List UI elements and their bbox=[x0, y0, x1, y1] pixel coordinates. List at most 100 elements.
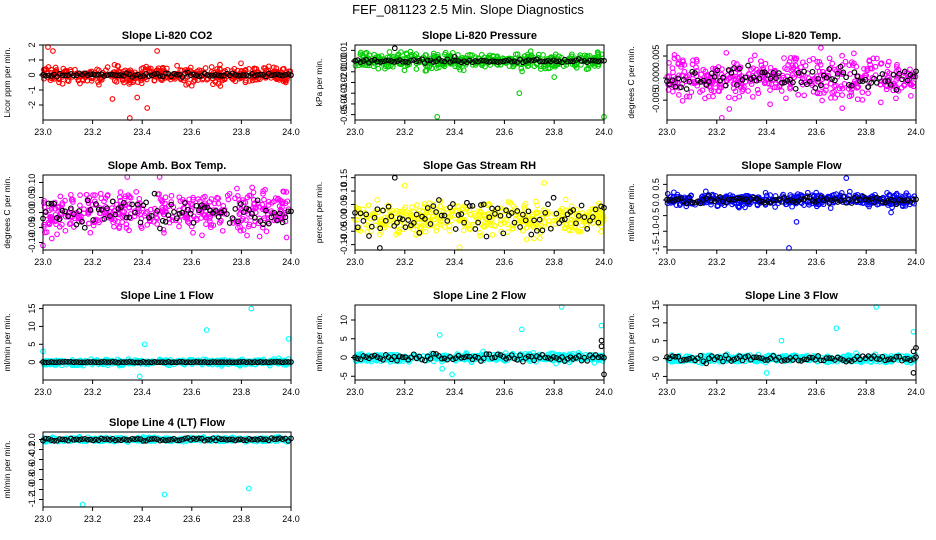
data-point bbox=[516, 90, 523, 97]
data-point bbox=[402, 58, 409, 65]
data-point bbox=[827, 205, 834, 211]
data-point bbox=[240, 227, 247, 233]
data-point bbox=[171, 209, 177, 215]
x-tick-label: 23.8 bbox=[233, 127, 251, 137]
data-point bbox=[240, 72, 247, 78]
data-point bbox=[855, 84, 861, 91]
data-point bbox=[282, 78, 289, 84]
data-point bbox=[243, 217, 249, 223]
x-tick-label: 23.0 bbox=[658, 387, 676, 397]
data-point bbox=[890, 71, 897, 78]
data-points bbox=[40, 305, 294, 380]
data-point bbox=[159, 73, 166, 80]
data-point bbox=[246, 78, 253, 84]
data-point bbox=[123, 221, 130, 228]
data-point bbox=[826, 66, 833, 72]
x-tick-label: 23.2 bbox=[84, 387, 102, 397]
data-point bbox=[59, 200, 66, 206]
data-point bbox=[753, 66, 760, 73]
data-point bbox=[870, 55, 877, 62]
plot-frame bbox=[666, 174, 917, 251]
data-points bbox=[664, 304, 919, 376]
data-point bbox=[718, 114, 725, 121]
data-point bbox=[218, 72, 225, 79]
data-point bbox=[910, 370, 917, 376]
figure-title: FEF_081123 2.5 Min. Slope Diagnostics bbox=[352, 2, 584, 17]
data-point bbox=[877, 99, 884, 106]
x-tick-label: 23.4 bbox=[758, 387, 776, 397]
data-point bbox=[96, 81, 102, 88]
data-point bbox=[802, 62, 809, 69]
data-point bbox=[436, 64, 442, 71]
data-point bbox=[79, 71, 85, 78]
data-point bbox=[888, 209, 894, 216]
data-point bbox=[84, 72, 91, 78]
data-point bbox=[767, 75, 774, 82]
data-point bbox=[161, 229, 167, 236]
data-point bbox=[173, 71, 180, 78]
data-points bbox=[352, 304, 607, 378]
data-point bbox=[460, 67, 467, 74]
x-tick-label: 23.0 bbox=[658, 127, 676, 137]
x-tick-label: 23.4 bbox=[133, 387, 151, 397]
data-point bbox=[268, 75, 274, 81]
data-point bbox=[846, 62, 853, 68]
y-tick-label: -1.5 bbox=[651, 239, 661, 255]
y-tick-label: -5 bbox=[339, 372, 349, 380]
data-point bbox=[750, 74, 757, 81]
data-point bbox=[754, 86, 761, 93]
data-point bbox=[591, 54, 598, 61]
data-point bbox=[686, 78, 693, 85]
data-point bbox=[694, 77, 701, 84]
x-tick-label: 23.8 bbox=[545, 127, 563, 137]
data-point bbox=[904, 77, 911, 84]
data-point bbox=[843, 175, 850, 181]
data-point bbox=[221, 210, 228, 217]
data-point bbox=[282, 200, 289, 207]
plot-frame bbox=[42, 304, 292, 381]
y-axis-label: kPa per min. bbox=[314, 59, 324, 107]
x-tick-label: 24.0 bbox=[282, 127, 300, 137]
x-tick-label: 23.6 bbox=[808, 387, 826, 397]
data-point bbox=[121, 79, 127, 86]
data-point bbox=[67, 191, 74, 198]
x-tick-label: 23.4 bbox=[133, 257, 151, 267]
data-point bbox=[154, 215, 161, 222]
data-point bbox=[62, 72, 69, 79]
data-point bbox=[540, 52, 546, 58]
data-point bbox=[678, 61, 685, 68]
data-point bbox=[865, 90, 871, 97]
data-point bbox=[179, 67, 185, 74]
data-point bbox=[246, 72, 253, 79]
x-tick-label: 24.0 bbox=[282, 387, 300, 397]
data-point bbox=[248, 193, 254, 199]
data-point bbox=[148, 72, 155, 79]
data-point bbox=[681, 62, 688, 68]
data-point bbox=[66, 221, 73, 227]
data-point bbox=[126, 201, 133, 207]
y-tick-label: 1 bbox=[27, 57, 37, 62]
data-point bbox=[851, 69, 858, 76]
data-point bbox=[401, 182, 408, 189]
data-point bbox=[732, 88, 739, 95]
data-point bbox=[859, 97, 866, 103]
data-point bbox=[461, 58, 467, 65]
data-point bbox=[65, 72, 71, 78]
data-point bbox=[67, 220, 74, 226]
data-point bbox=[829, 76, 835, 82]
panel-title: Slope Line 1 Flow bbox=[121, 290, 214, 302]
data-point bbox=[143, 199, 149, 206]
data-point bbox=[132, 72, 138, 79]
data-point bbox=[578, 202, 585, 209]
data-point bbox=[95, 71, 102, 78]
data-point bbox=[778, 337, 785, 344]
y-tick-label: -0.05 bbox=[339, 104, 349, 125]
data-point bbox=[413, 66, 420, 72]
data-point bbox=[251, 72, 258, 79]
data-point bbox=[746, 71, 752, 78]
data-point bbox=[452, 226, 459, 232]
data-point bbox=[134, 94, 141, 101]
data-point bbox=[494, 59, 501, 65]
